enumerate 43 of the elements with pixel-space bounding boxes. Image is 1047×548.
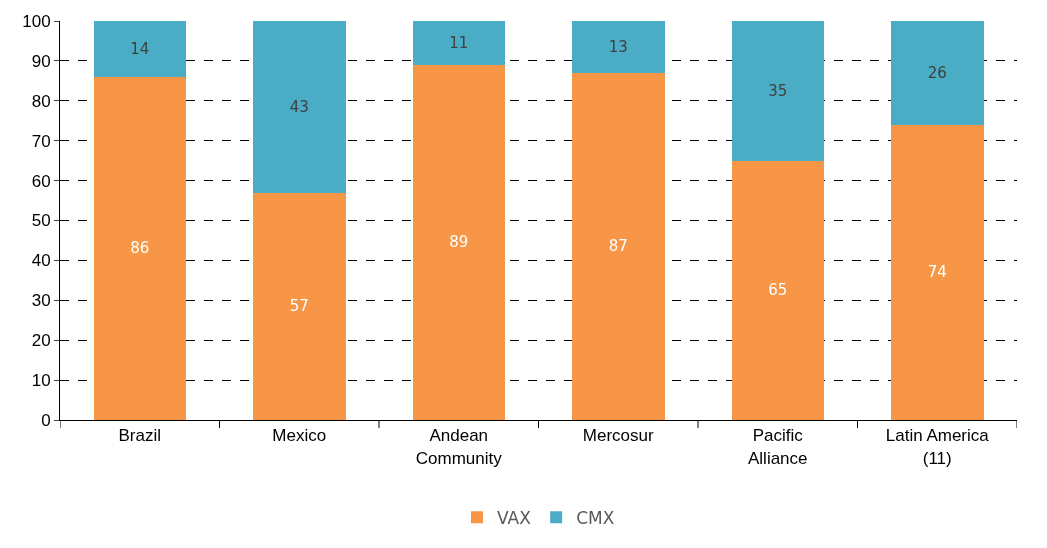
bar — [572, 72, 665, 420]
data-label: 13 — [608, 37, 628, 56]
bar — [253, 192, 346, 420]
y-tick-label: 70 — [31, 131, 51, 151]
x-tick-label: Pacific Alliance — [747, 426, 808, 468]
y-tick-label: 10 — [31, 371, 51, 391]
data-label: 86 — [130, 239, 150, 258]
bar — [412, 21, 506, 65]
data-label: 14 — [130, 39, 150, 58]
bar — [253, 21, 346, 193]
data-label: 43 — [289, 97, 309, 116]
bar — [731, 21, 825, 161]
x-tick-label: Latin America (11) — [885, 426, 990, 468]
bar — [731, 160, 825, 420]
bar — [891, 124, 984, 420]
y-tick-label: 100 — [22, 11, 51, 31]
legend-label: CMX — [576, 507, 615, 528]
legend-label: VAX — [497, 507, 532, 528]
x-tick-label: Mexico — [272, 426, 327, 446]
x-tick-label: Mercosur — [582, 426, 655, 446]
bar — [93, 21, 187, 77]
data-label: 35 — [768, 81, 788, 100]
data-label: 26 — [927, 63, 947, 82]
data-label: 87 — [608, 237, 628, 256]
x-tick-label: Brazil — [118, 426, 162, 446]
bar — [572, 21, 665, 73]
bar — [891, 21, 984, 125]
y-tick-label: 60 — [31, 171, 51, 191]
data-label: 74 — [927, 263, 947, 282]
data-label: 57 — [289, 297, 309, 316]
data-label: 65 — [768, 281, 788, 300]
y-tick-label: 30 — [31, 291, 51, 311]
y-tick-label: 0 — [41, 410, 51, 430]
data-label: 89 — [449, 233, 469, 252]
y-tick-label: 50 — [31, 211, 51, 231]
y-tick-label: 40 — [31, 251, 51, 271]
data-label: 11 — [449, 33, 469, 52]
y-tick-label: 20 — [31, 331, 51, 351]
bar — [93, 76, 187, 420]
x-tick-label: Andean Community — [415, 426, 503, 468]
y-tick-label: 90 — [31, 51, 51, 71]
y-tick-label: 80 — [31, 91, 51, 111]
bar — [412, 64, 506, 420]
